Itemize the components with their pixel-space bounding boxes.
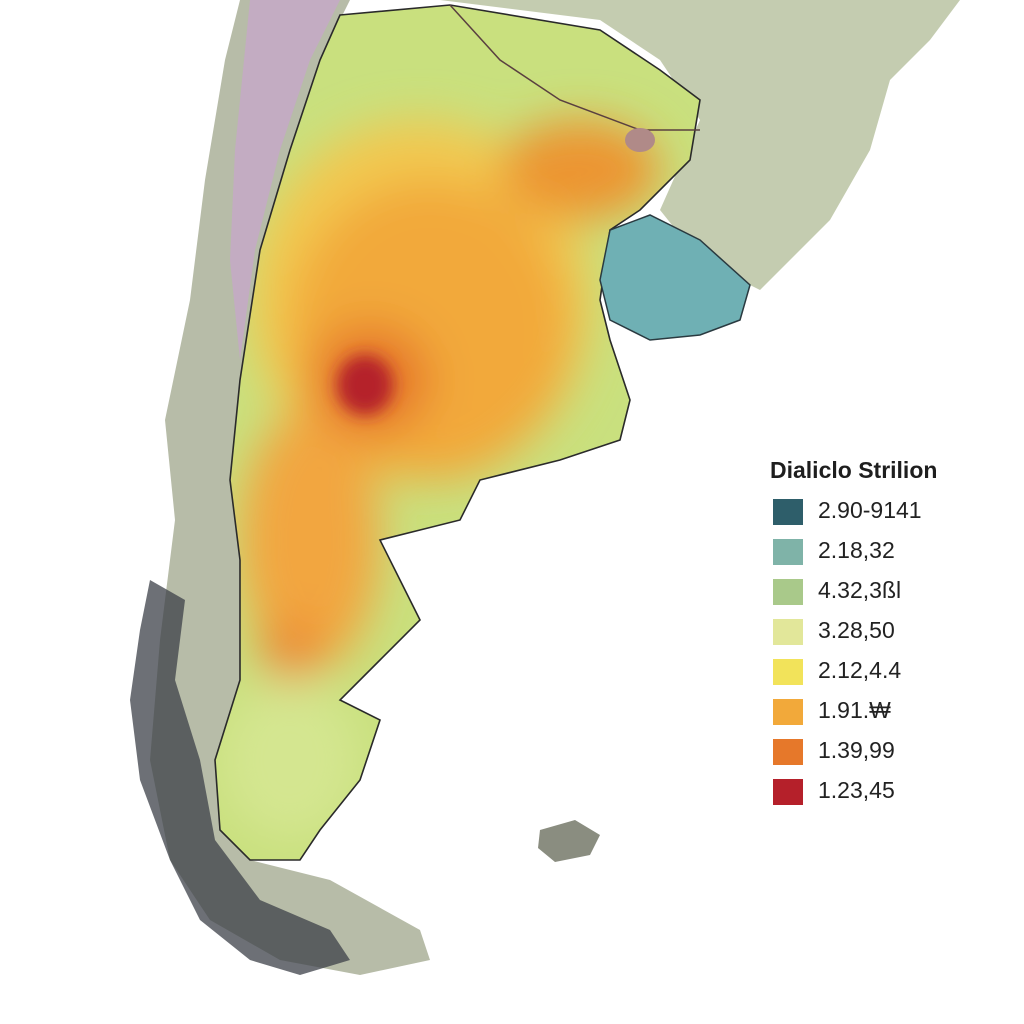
andes-region: [230, 0, 340, 360]
heat-zone: [500, 120, 660, 220]
river-plate: [599, 214, 751, 341]
legend-swatch: [773, 619, 803, 645]
border: [214, 4, 701, 861]
falkland-islands: [538, 820, 600, 862]
neighbour-region: [440, 0, 960, 290]
legend-label: 2.12,4.4: [818, 657, 901, 683]
city-area: [625, 128, 655, 152]
legend-title: Dialiclo Strilion: [770, 457, 937, 483]
legend-swatch: [773, 499, 803, 525]
legend-label: 4.32,3ßl: [818, 577, 901, 603]
legend-swatch: [773, 739, 803, 765]
legend-swatch: [773, 579, 803, 605]
chile-region: [150, 0, 430, 975]
legend-label: 1.23,45: [818, 777, 895, 803]
heat-zone: [220, 680, 360, 840]
legend-label: 3.28,50: [818, 617, 895, 643]
island-group: [130, 580, 350, 975]
legend-label: 2.90-9141: [818, 497, 922, 523]
legend-swatch: [773, 659, 803, 685]
legend-swatch: [773, 539, 803, 565]
legend-swatch: [773, 779, 803, 805]
heat-peak: [337, 355, 393, 415]
legend-swatch: [773, 699, 803, 725]
border-line: [449, 4, 700, 131]
legend-label: 1.39,99: [818, 737, 895, 763]
legend-label: 1.91.₩: [818, 697, 891, 723]
heat-zone: [240, 410, 380, 670]
legend: Dialiclo Strilion 2.90-9141 2.18,32 4.32,3…: [770, 457, 937, 805]
heat-zone: [260, 620, 320, 680]
legend-label: 2.18,32: [818, 537, 895, 563]
islands: [130, 580, 600, 975]
